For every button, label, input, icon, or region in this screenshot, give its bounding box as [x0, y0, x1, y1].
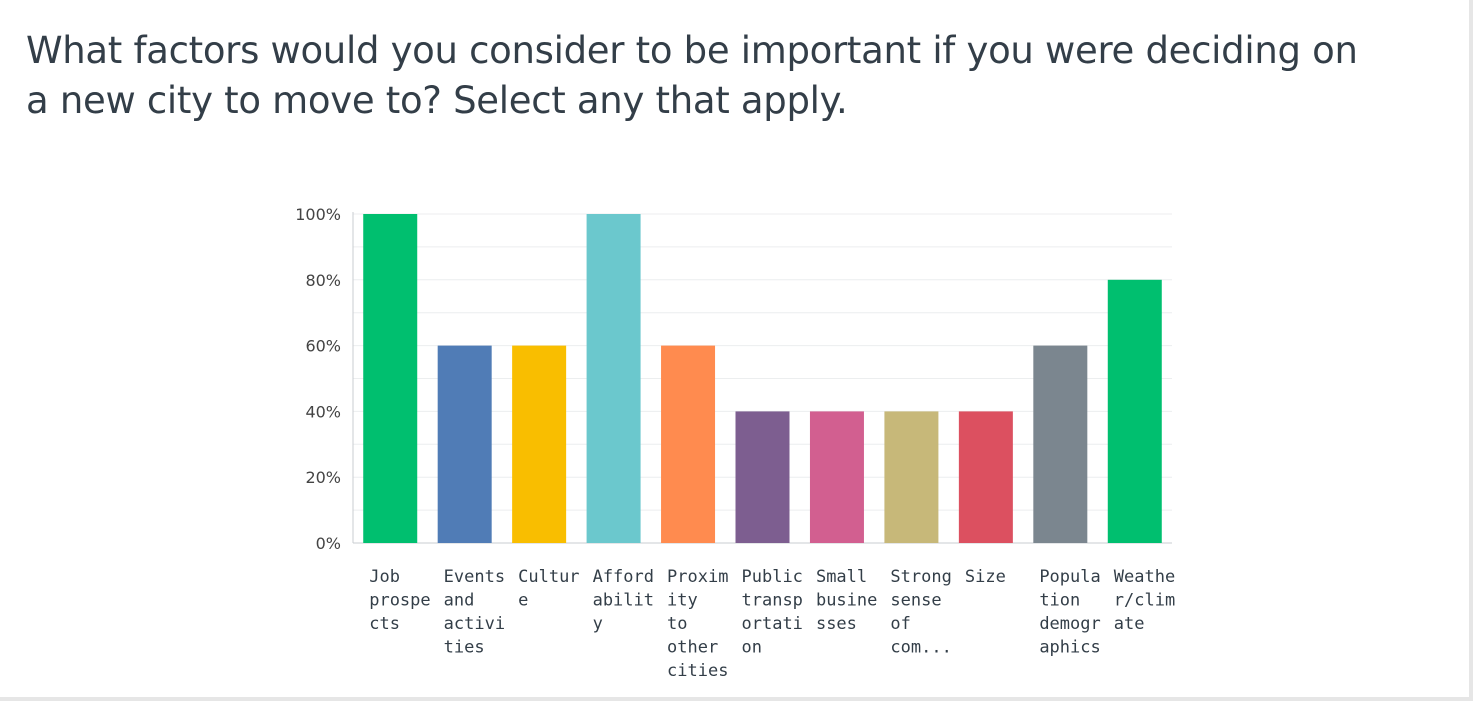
bar: [1107, 279, 1162, 543]
question-title-line-2: a new city to move to? Select any that a…: [26, 79, 848, 122]
bar: [1033, 345, 1088, 543]
category-label: ate: [1114, 614, 1145, 634]
category-label: e: [518, 591, 528, 611]
category-label: abilit: [593, 591, 654, 611]
category-labels: Job prospe cts Events and activi ties Cultur e Af…: [369, 567, 1175, 681]
bar: [661, 345, 716, 543]
category-label: on: [742, 638, 762, 658]
category-label: other: [667, 638, 718, 658]
bar: [884, 411, 939, 543]
bar: [809, 411, 864, 543]
category-label: r/clim: [1114, 591, 1175, 611]
category-label: Strong: [890, 567, 951, 587]
y-tick-label: 20%: [305, 468, 341, 487]
y-tick-label: 80%: [305, 271, 341, 290]
category-label: sense: [890, 591, 941, 611]
category-label: demogr: [1039, 614, 1100, 634]
category-label: ties: [444, 638, 485, 658]
category-label: of: [890, 614, 910, 634]
category-label: y: [593, 614, 603, 634]
category-label: transp: [742, 591, 803, 611]
category-label: Cultur: [518, 567, 579, 587]
y-tick-label: 60%: [305, 337, 341, 356]
category-label: Job: [369, 567, 400, 587]
category-label: prospe: [369, 591, 430, 611]
question-title: What factors would you consider to be im…: [26, 26, 1426, 126]
category-label: Events: [444, 567, 505, 587]
y-tick-label: 0%: [316, 534, 341, 553]
category-label: Popula: [1039, 567, 1100, 587]
category-label: aphics: [1039, 638, 1100, 658]
bar: [958, 411, 1013, 543]
category-label: com...: [890, 638, 951, 658]
bar: [512, 345, 567, 543]
question-title-line-1: What factors would you consider to be im…: [26, 29, 1358, 72]
y-tick-labels: 0% 20% 40% 60% 80% 100%: [295, 205, 341, 553]
category-label: Size: [965, 567, 1006, 587]
bar: [735, 411, 790, 543]
category-label: tion: [1039, 591, 1080, 611]
category-label: Proxim: [667, 567, 728, 587]
category-label: and: [444, 591, 475, 611]
category-label: Weathe: [1114, 567, 1175, 587]
category-label: busine: [816, 591, 877, 611]
category-label: ortati: [742, 614, 803, 634]
bar: [586, 214, 641, 543]
category-label: ity: [667, 591, 698, 611]
bars: [363, 214, 1162, 543]
category-label: activi: [444, 614, 505, 634]
category-label: Public: [742, 567, 803, 587]
category-label: cities: [667, 661, 728, 681]
category-label: Afford: [593, 567, 654, 587]
bar: [363, 214, 418, 543]
category-label: sses: [816, 614, 857, 634]
y-tick-label: 40%: [305, 402, 341, 421]
category-label: Small: [816, 567, 867, 587]
bar: [437, 345, 492, 543]
y-tick-label: 100%: [295, 205, 341, 224]
category-label: cts: [369, 614, 400, 634]
category-label: to: [667, 614, 687, 634]
